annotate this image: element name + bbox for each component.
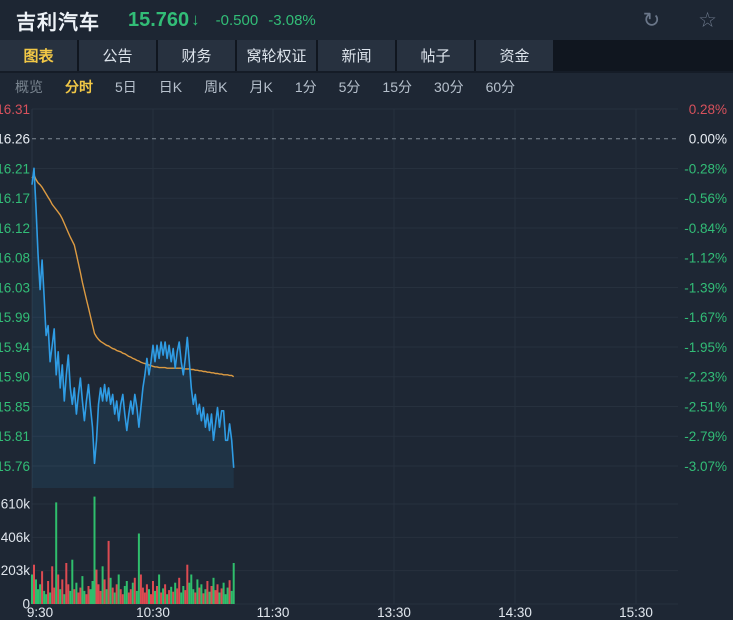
percent-axis-label: 0.28% [689,102,727,117]
percent-axis-label: -2.79% [684,429,727,444]
time-axis-label: 13:30 [377,605,411,620]
tab-chart-label: 图表 [23,48,54,65]
tab-announcements-label: 公告 [102,48,133,65]
tab-bar-filler [555,40,733,71]
price-area-fill [32,168,234,489]
price-axis-label: 16.21 [0,161,30,176]
tab-funds[interactable]: 资金 [476,40,553,71]
tf-weekly-k[interactable]: 周K [204,79,228,95]
tf-5day[interactable]: 5日 [115,79,137,95]
price-axis-label: 15.99 [0,310,30,325]
tab-news-label: 新闻 [341,48,372,65]
tab-warrants[interactable]: 窝轮权证 [237,40,316,71]
time-axis-label: 11:30 [257,605,290,620]
stock-header: 吉利汽车 15.760 ↓ -0.500 -3.08% ↻ ☆ [0,0,733,40]
price-axis-label: 15.76 [0,459,30,474]
volume-axis-label: 610k [1,497,31,512]
chart-grid [31,108,678,605]
percent-axis-label: -1.39% [684,280,727,295]
main-tab-bar: 图表 公告 财务 窝轮权证 新闻 帖子 资金 [0,40,733,71]
refresh-icon[interactable]: ↻ [642,8,661,32]
tab-financials[interactable]: 财务 [158,40,235,71]
percent-axis-label: -1.95% [684,340,727,355]
price-axis-label: 15.85 [0,399,30,414]
tab-funds-label: 资金 [499,48,530,65]
price-axis-label: 16.12 [0,221,30,236]
tf-overview[interactable]: 概览 [15,79,43,95]
average-line [31,173,235,378]
timeframe-bar: 概览 分时 5日 日K 周K 月K 1分 5分 15分 30分 60分 [0,71,733,101]
tf-intraday[interactable]: 分时 [65,79,93,95]
percent-axis-label: -1.67% [684,310,727,325]
volume-bars [31,496,235,604]
price-axis-label: 16.03 [0,280,30,295]
price-axis-label: 16.08 [0,251,30,266]
percent-axis-label: -3.07% [684,459,727,474]
intraday-chart-svg: 16.31 16.26 16.21 16.17 16.12 16.08 16.03 15.99… [0,102,727,620]
tab-warrants-label: 窝轮权证 [246,48,307,65]
time-axis-label: 14:30 [498,605,532,620]
time-axis-label: 10:30 [136,605,170,620]
price-axis-label: 16.17 [0,191,30,206]
tf-monthly-k[interactable]: 月K [249,79,273,95]
volume-axis-label: 0 [22,597,30,612]
tf-5min[interactable]: 5分 [338,79,361,95]
last-price: 15.760 [128,8,190,31]
price-axis-label: 15.90 [0,370,30,385]
tab-chart[interactable]: 图表 [0,40,77,71]
price-axis-label: 16.31 [0,102,30,117]
price-change: -0.500 [215,11,259,29]
tf-30min[interactable]: 30分 [434,79,464,95]
tf-1min[interactable]: 1分 [294,79,317,95]
time-axis-label: 15:30 [619,605,653,620]
tf-15min[interactable]: 15分 [382,79,412,95]
stock-title: 吉利汽车 [16,11,100,34]
percent-axis-label: -2.51% [684,399,727,414]
volume-axis-label: 406k [1,530,31,545]
percent-axis-label: -1.12% [684,251,727,266]
favorite-star-icon[interactable]: ☆ [698,8,717,32]
price-axis-label: 16.26 [0,132,30,147]
volume-axis-label: 203k [1,563,31,578]
tf-60min[interactable]: 60分 [485,79,516,95]
time-axis-label: 9:30 [27,605,53,620]
axis-labels: 16.31 16.26 16.21 16.17 16.12 16.08 16.03 15.99… [0,102,727,620]
intraday-chart[interactable]: 16.31 16.26 16.21 16.17 16.12 16.08 16.03 15.99… [0,101,733,620]
tab-financials-label: 财务 [181,48,212,65]
percent-axis-label: -2.23% [684,370,727,385]
price-axis-label: 15.94 [0,340,30,355]
tab-news[interactable]: 新闻 [318,40,395,71]
tab-posts-label: 帖子 [420,48,451,65]
price-change-pct: -3.08% [268,11,316,29]
down-arrow-icon: ↓ [191,10,200,29]
percent-axis-label: -0.56% [684,191,727,206]
percent-axis-label: -0.28% [684,161,727,176]
price-axis-label: 15.81 [0,429,30,444]
tab-announcements[interactable]: 公告 [79,40,156,71]
price-line [31,167,235,468]
tab-posts[interactable]: 帖子 [397,40,474,71]
percent-axis-label: 0.00% [689,132,727,147]
tf-daily-k[interactable]: 日K [158,79,183,95]
percent-axis-label: -0.84% [684,221,727,236]
